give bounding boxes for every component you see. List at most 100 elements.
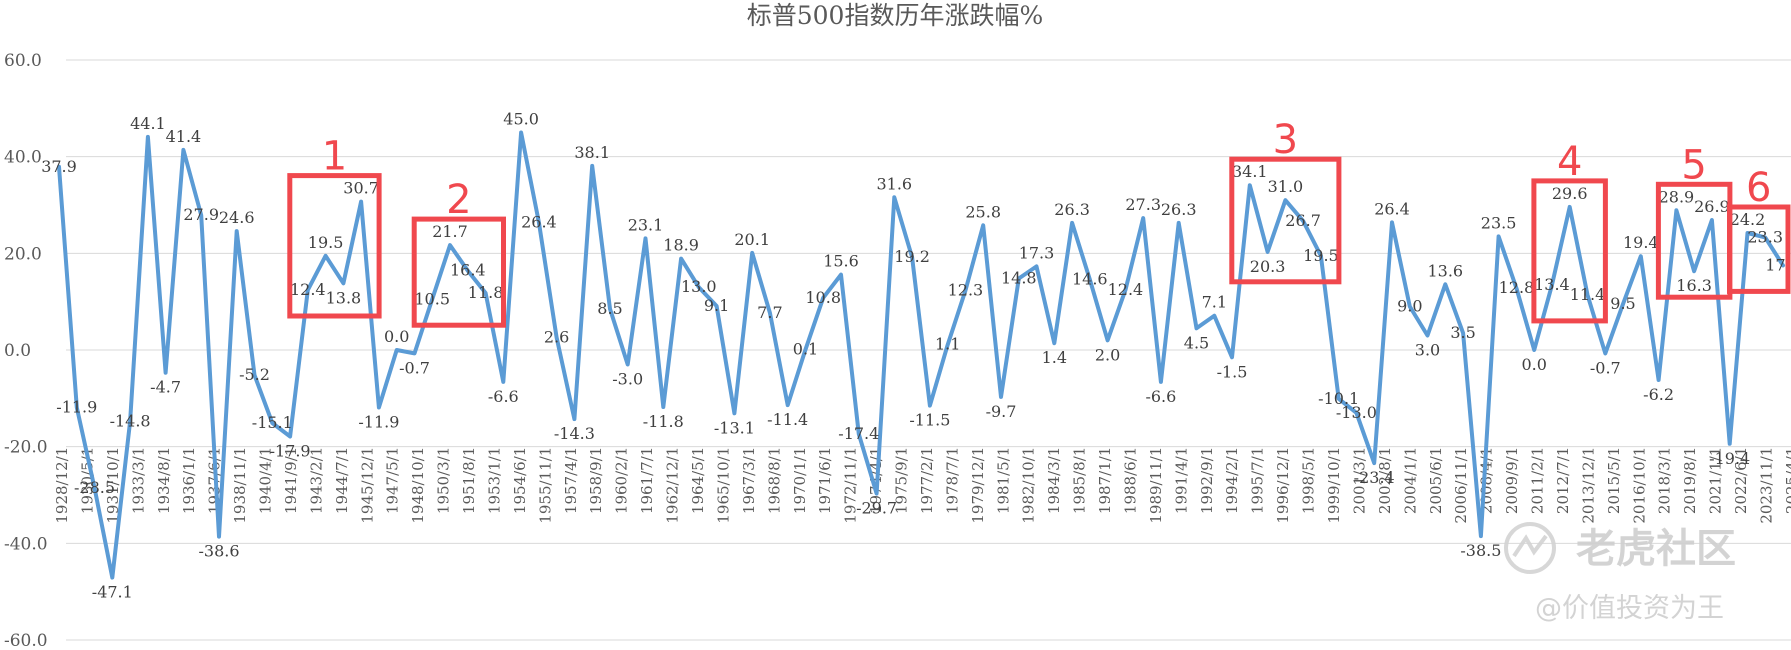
x-tick-label: 1941/9/1 — [282, 447, 300, 514]
data-label: 44.1 — [130, 114, 166, 133]
x-tick-label: 1968/8/1 — [765, 447, 783, 514]
x-tick-label: 1978/7/1 — [943, 447, 961, 514]
data-label: 13.4 — [1534, 275, 1570, 294]
y-tick-label: -40.0 — [4, 534, 48, 554]
data-label: 45.0 — [503, 110, 539, 129]
data-label: 12.4 — [1108, 280, 1144, 299]
x-tick-label: 2016/10/1 — [1630, 447, 1648, 524]
annotation-box-label: 5 — [1681, 142, 1706, 188]
data-label: -6.6 — [488, 387, 519, 406]
x-tick-label: 1971/6/1 — [816, 447, 834, 514]
annotation-box-label: 3 — [1273, 117, 1298, 163]
data-label: -5.2 — [239, 365, 270, 384]
data-label: 10.8 — [805, 288, 841, 307]
data-label: -17.4 — [838, 424, 879, 443]
x-tick-label: 2021/1/1 — [1707, 447, 1725, 514]
data-label: 11.8 — [468, 283, 504, 302]
x-tick-label: 1985/8/1 — [1071, 447, 1089, 514]
data-label: -11.4 — [767, 410, 808, 429]
data-label: 7.7 — [757, 303, 782, 322]
data-label: 26.3 — [1054, 200, 1090, 219]
x-tick-label: 1965/10/1 — [714, 447, 732, 524]
data-label: 2.0 — [1095, 345, 1120, 364]
y-tick-label: 0.0 — [4, 341, 31, 361]
data-label: -28.5 — [74, 478, 115, 497]
data-label: 10.5 — [414, 289, 450, 308]
data-label: 7.1 — [1202, 293, 1227, 312]
data-label: -11.9 — [358, 413, 399, 432]
data-label: 28.9 — [1659, 187, 1695, 206]
x-tick-label: 2004/1/1 — [1401, 447, 1419, 514]
data-label: 12.3 — [948, 281, 984, 300]
watermark: 老虎社区 @价值投资为王 — [1504, 522, 1736, 624]
data-label: 16.4 — [450, 261, 486, 280]
x-tick-label: 2006/11/1 — [1452, 447, 1470, 524]
y-axis: 60.0 40.0 20.0 0.0 -20.0 -40.0 -60.0 — [4, 51, 48, 650]
annotation-boxes: 1 2 3 4 5 6 — [287, 117, 1791, 328]
annotation-box-label: 2 — [446, 177, 471, 223]
data-label: 41.4 — [166, 127, 202, 146]
chart-title: 标普500指数历年涨跌幅% — [747, 1, 1043, 30]
data-label: 8.5 — [597, 299, 622, 318]
data-label: 27.3 — [1125, 195, 1161, 214]
data-label: 3.5 — [1450, 323, 1475, 342]
annotation-box — [1727, 204, 1791, 294]
annotation-box — [1531, 178, 1608, 324]
data-label: 19.2 — [894, 247, 930, 266]
x-tick-label: 1930/5/1 — [78, 447, 96, 514]
series-line — [57, 130, 1785, 580]
x-tick-label: 1967/3/1 — [740, 447, 758, 514]
x-tick-label: 2009/9/1 — [1503, 447, 1521, 514]
x-tick-label: 1960/2/1 — [613, 447, 631, 514]
x-tick-label: 1977/2/1 — [918, 447, 936, 514]
x-tick-label: 1982/10/1 — [1020, 447, 1038, 524]
x-tick-label: 1999/10/1 — [1325, 447, 1343, 524]
x-axis: 1928/12/1 1930/5/1 1931/10/1 1933/3/1 1934/8… — [53, 447, 1791, 524]
data-label: 26.4 — [521, 212, 557, 231]
data-label: 23.5 — [1481, 213, 1517, 232]
data-label: 24.2 — [1730, 210, 1766, 229]
data-label: 29.6 — [1552, 184, 1588, 203]
y-tick-label: 20.0 — [4, 244, 42, 264]
tiger-logo-icon — [1504, 522, 1556, 574]
series-line-group — [57, 130, 1785, 580]
x-tick-label: 1943/2/1 — [307, 447, 325, 514]
data-label: -11.9 — [56, 398, 97, 417]
data-label: 14.8 — [1001, 269, 1037, 288]
x-tick-label: 1957/4/1 — [562, 447, 580, 514]
x-tick-label: 1962/12/1 — [664, 447, 682, 524]
data-label: 20.3 — [1250, 257, 1286, 276]
x-tick-label: 1964/5/1 — [689, 447, 707, 514]
x-tick-label: 1931/10/1 — [104, 447, 122, 524]
watermark-author: @价值投资为王 — [1535, 593, 1724, 624]
x-tick-label: 1998/5/1 — [1300, 447, 1318, 514]
data-label: 37.9 — [41, 157, 77, 176]
x-tick-label: 1972/11/1 — [842, 447, 860, 524]
x-tick-label: 1991/4/1 — [1172, 447, 1190, 514]
x-tick-label: 2013/12/1 — [1579, 447, 1597, 524]
data-label: 11.4 — [1570, 285, 1606, 304]
x-tick-label: 1988/6/1 — [1122, 447, 1140, 514]
data-label: 13.6 — [1427, 261, 1463, 280]
data-label: -23.4 — [1354, 468, 1395, 487]
y-tick-label: 60.0 — [4, 51, 42, 71]
data-label: -17.9 — [270, 442, 311, 461]
x-tick-label: 1950/3/1 — [435, 447, 453, 514]
data-label: -1.5 — [1217, 362, 1248, 381]
data-label: 26.7 — [1285, 211, 1321, 230]
data-label: -6.6 — [1145, 387, 1176, 406]
x-tick-label: 1928/12/1 — [53, 447, 71, 524]
data-label: 34.1 — [1232, 162, 1268, 181]
x-tick-label: 1994/2/1 — [1223, 447, 1241, 514]
data-label: -0.7 — [399, 358, 430, 377]
data-label: 17.3 — [1019, 243, 1055, 262]
data-label: 26.3 — [1161, 200, 1197, 219]
data-label: 9.1 — [704, 296, 729, 315]
x-tick-label: 1979/12/1 — [969, 447, 987, 524]
data-label: 13.8 — [326, 288, 362, 307]
x-tick-label: 1945/12/1 — [358, 447, 376, 524]
data-label: 2.6 — [544, 327, 569, 346]
x-tick-label: 1995/7/1 — [1249, 447, 1267, 514]
data-label: -4.7 — [150, 378, 181, 397]
